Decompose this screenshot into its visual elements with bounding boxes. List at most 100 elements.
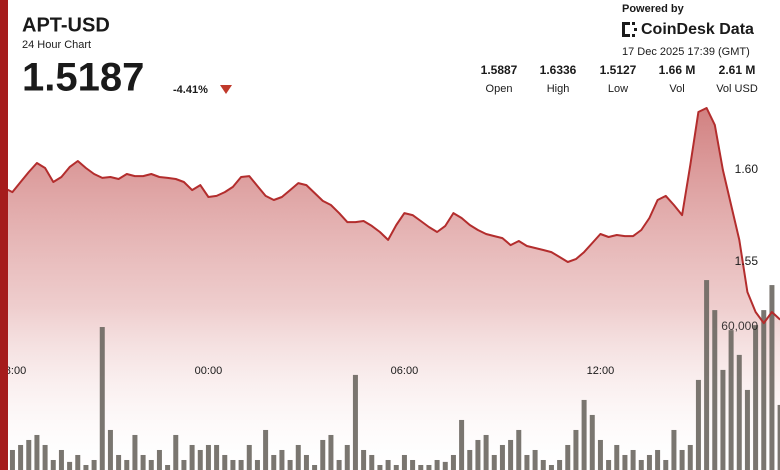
volume-bar (597, 439, 603, 470)
volume-bar (491, 454, 497, 470)
volume-bar (614, 444, 620, 470)
volume-bar (573, 429, 579, 470)
volume-bar (107, 429, 113, 470)
volume-bar (426, 464, 432, 470)
volume-bar (230, 459, 236, 470)
subtitle: 24 Hour Chart (22, 39, 91, 51)
volume-bar (83, 464, 89, 470)
volume-bar (173, 434, 179, 470)
volume-bar (516, 429, 522, 470)
volume-bar (165, 464, 171, 470)
price-area (4, 108, 780, 470)
volume-bar (156, 449, 162, 470)
volume-bar (434, 459, 440, 470)
volume-bar (663, 459, 669, 470)
volume-bar (58, 449, 64, 470)
volume-bar (761, 310, 767, 470)
symbol: APT-USD (22, 14, 110, 36)
y-tick-label: 1.55 (735, 254, 759, 268)
volume-bar (442, 461, 448, 470)
stat-value: 1.66 M (659, 63, 696, 77)
volume-bar (34, 434, 40, 470)
volume-bar (736, 354, 742, 470)
volume-bar (540, 459, 546, 470)
volume-bar (140, 454, 146, 470)
volume-bar (352, 374, 358, 470)
volume-bar (401, 454, 407, 470)
volume-bar (728, 330, 734, 470)
x-tick-label: 12:00 (587, 365, 615, 377)
volume-bar (418, 464, 424, 470)
volume-bar (263, 429, 269, 470)
volume-bar (695, 379, 701, 470)
volume-bar (679, 449, 685, 470)
volume-bar (483, 434, 489, 470)
volume-bar (467, 449, 473, 470)
volume-bar (246, 444, 252, 470)
volume-bar (557, 459, 563, 470)
volume-bar (361, 449, 367, 470)
brand-icon (622, 22, 637, 37)
volume-bar (450, 454, 456, 470)
volume-bar (704, 280, 710, 470)
volume-bar (132, 434, 138, 470)
stat-label: Vol (669, 83, 684, 95)
change: -4.41% (173, 84, 208, 96)
volume-bar (312, 464, 318, 470)
volume-bar (18, 444, 24, 470)
volume-bar (344, 444, 350, 470)
volume-bar (181, 459, 187, 470)
y-tick-label: 1.60 (735, 162, 759, 176)
timestamp: 17 Dec 2025 17:39 (GMT) (622, 46, 750, 58)
volume-bar (189, 444, 195, 470)
volume-bar (753, 325, 759, 470)
volume-bar (320, 439, 326, 470)
volume-bar (287, 459, 293, 470)
volume-bar (271, 454, 277, 470)
volume-bar (91, 459, 97, 470)
accent-bar (0, 0, 8, 470)
volume-bar (254, 459, 260, 470)
volume-bar (475, 439, 481, 470)
volume-bar (42, 444, 48, 470)
volume-bar (75, 454, 81, 470)
volume-bar (238, 459, 244, 470)
x-tick-label: 00:00 (195, 365, 223, 377)
stat-label: High (547, 83, 570, 95)
volume-bar (769, 285, 775, 470)
volume-bar (581, 399, 587, 470)
volume-bar (222, 454, 228, 470)
volume-bar (508, 439, 514, 470)
volume-bar (589, 414, 595, 470)
powered-by: Powered by (622, 3, 685, 15)
volume-bar (777, 404, 780, 470)
volume-bar (99, 327, 105, 470)
volume-bar (393, 464, 399, 470)
volume-bar (369, 454, 375, 470)
volume-bar (410, 459, 416, 470)
stat-label: Low (608, 83, 628, 95)
volume-bar (499, 444, 505, 470)
volume-bar (671, 429, 677, 470)
x-tick-label: 06:00 (391, 365, 419, 377)
volume-bar (9, 449, 15, 470)
price-line (3, 107, 780, 325)
stat-value: 1.6336 (540, 63, 577, 77)
volume-bar (638, 459, 644, 470)
volume-bar (377, 464, 383, 470)
volume-bar (295, 444, 301, 470)
volume-bar (124, 459, 130, 470)
volume-bar (197, 449, 203, 470)
volume-bar (205, 444, 211, 470)
volume-bar (279, 449, 285, 470)
volume-bar (116, 454, 122, 470)
volume-bar (720, 369, 726, 470)
volume-bar (303, 454, 309, 470)
volume-bar (214, 444, 220, 470)
volume-bar (524, 454, 530, 470)
volume-bar (67, 461, 73, 470)
volume-bar (26, 439, 32, 470)
volume-bar (744, 389, 750, 470)
stat-value: 1.5887 (481, 63, 518, 77)
